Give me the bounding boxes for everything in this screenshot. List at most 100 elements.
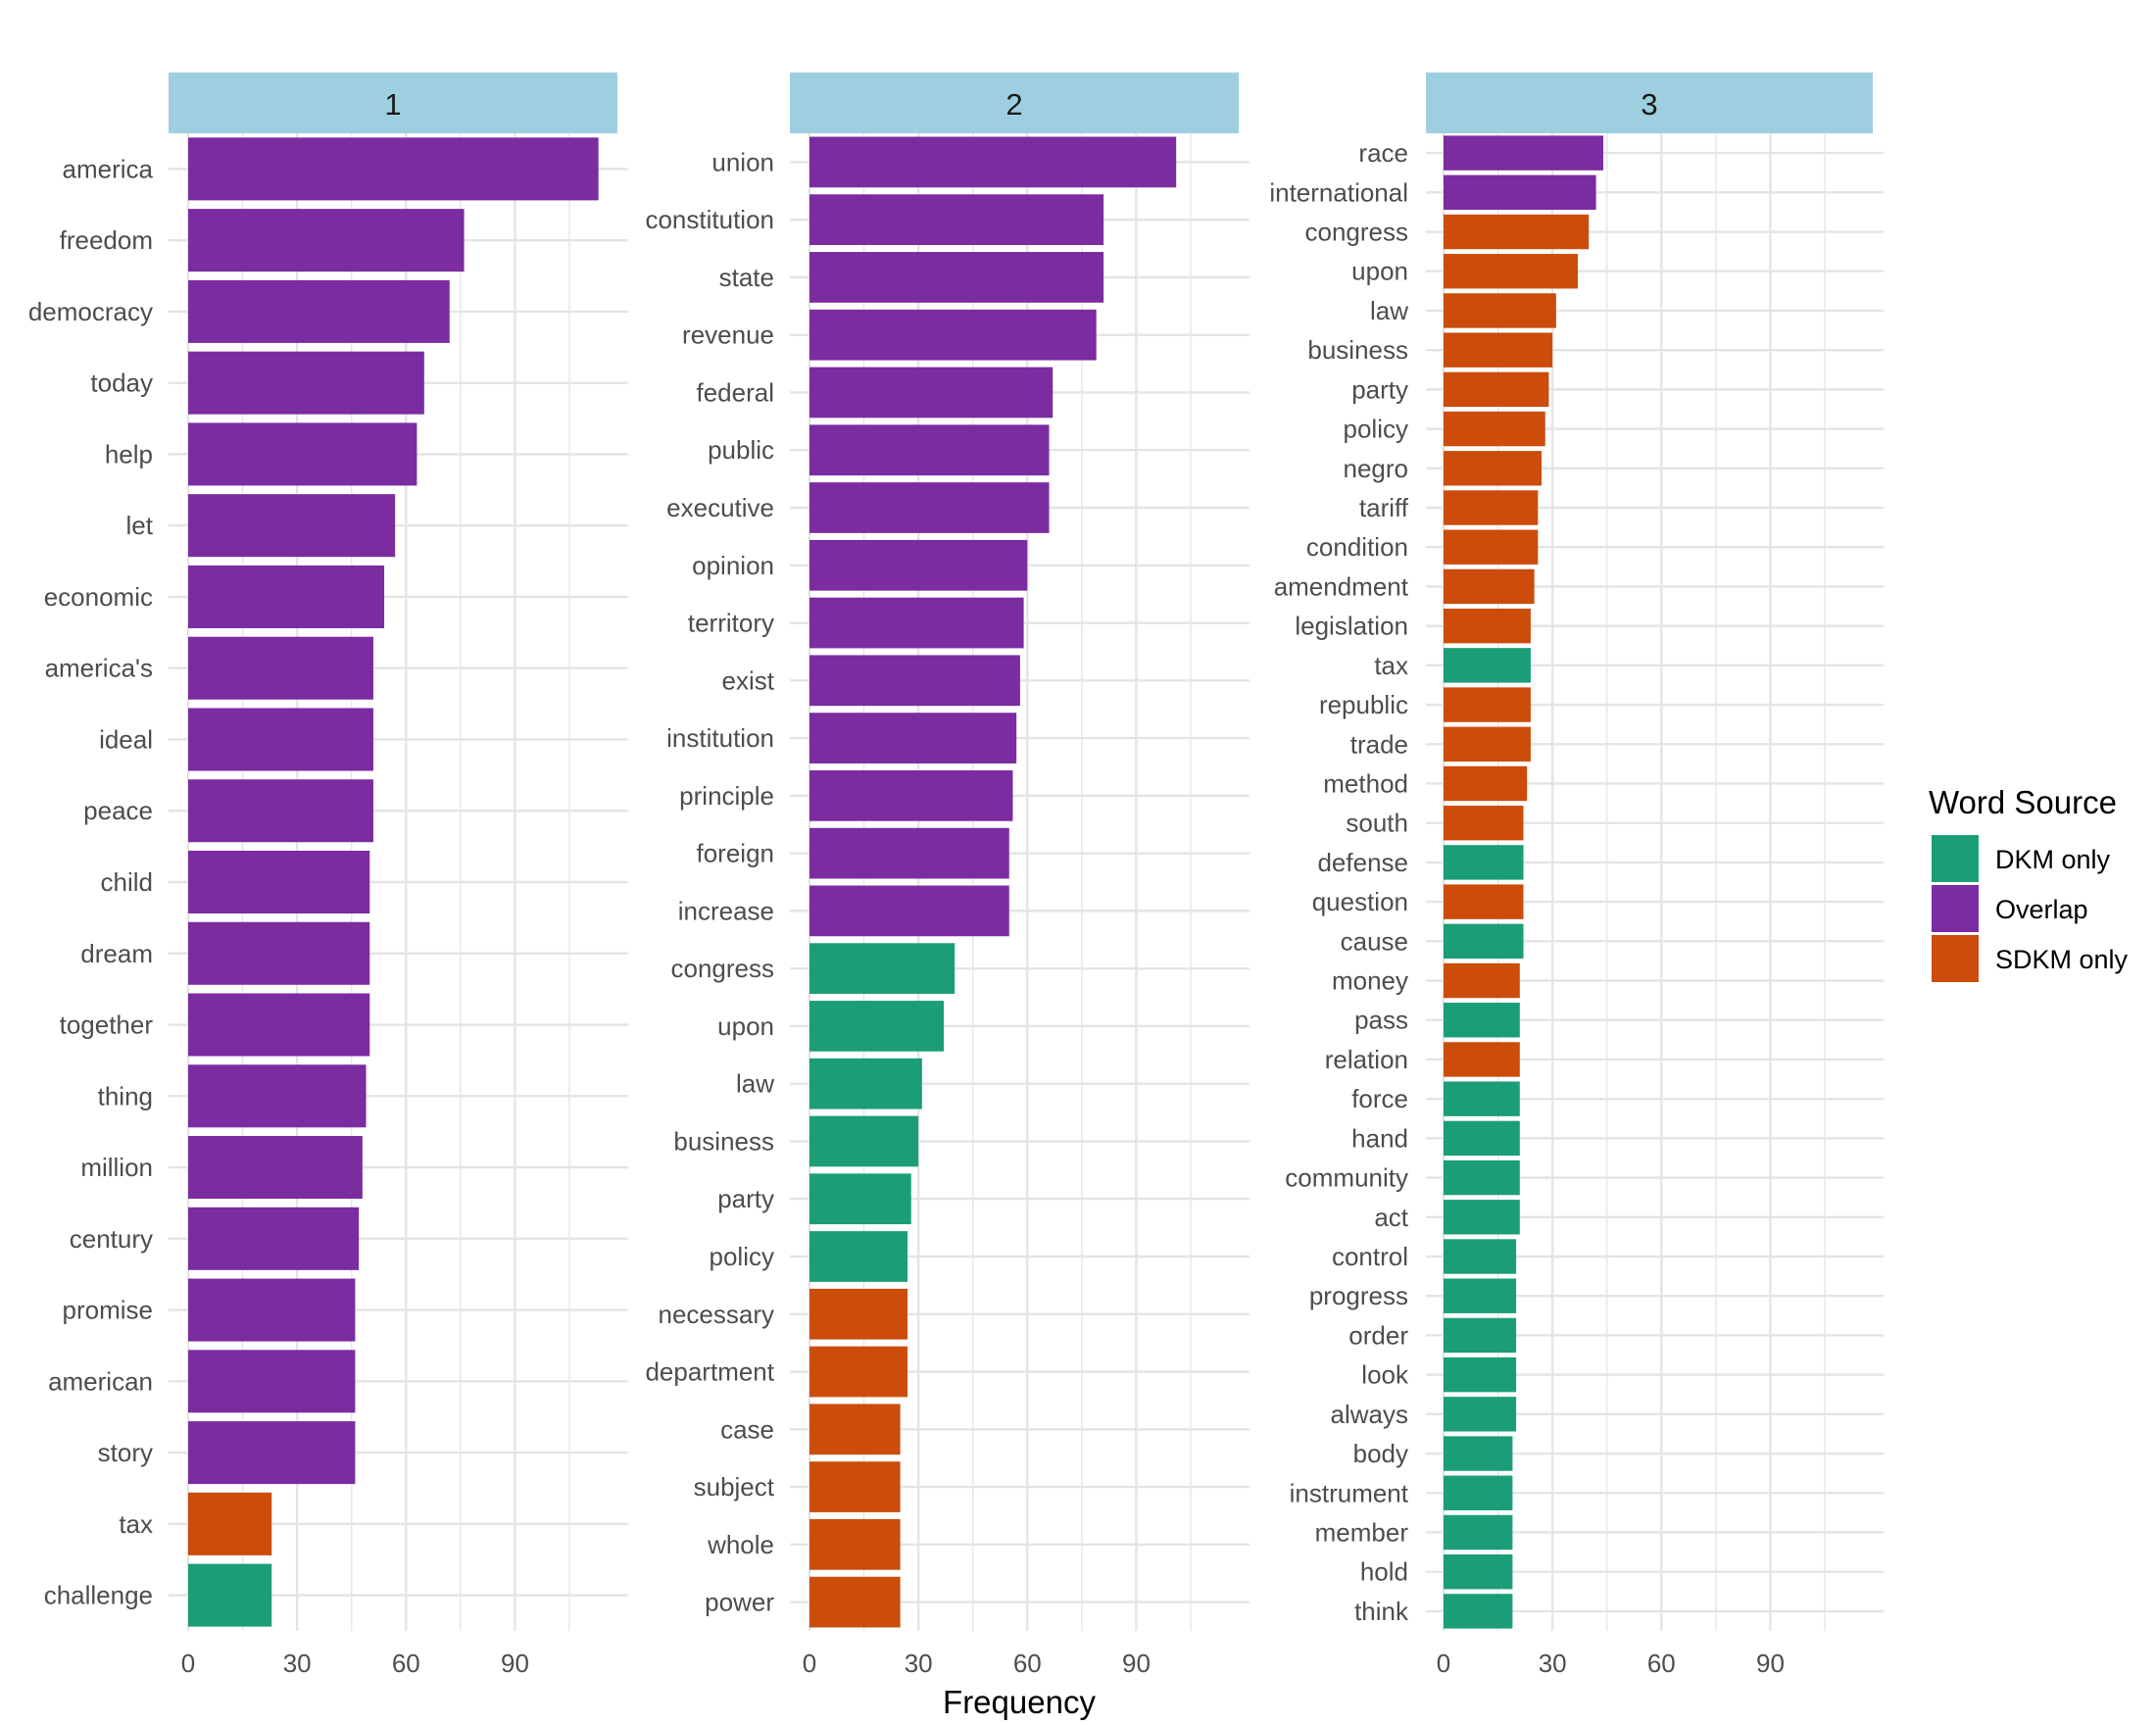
panel-3: 3 race international congress upon law busines…	[1269, 73, 1885, 1678]
bar-power	[809, 1576, 901, 1628]
bar-million	[188, 1136, 363, 1200]
y-tick-label: party	[717, 1184, 774, 1213]
y-tick-label: legislation	[1295, 612, 1408, 641]
y-tick-label: tariff	[1359, 493, 1409, 522]
y-tick-label: tax	[1374, 651, 1408, 680]
panel-1: 1 america freedom democracy today help let econ…	[28, 73, 629, 1678]
facet-label: 2	[1005, 87, 1022, 122]
bar-always	[1444, 1397, 1517, 1432]
bar-increase	[809, 885, 1009, 937]
bar-subject	[809, 1461, 901, 1512]
legend: Word Source DKM only Overlap SDKM only	[1929, 784, 2129, 982]
y-tick-label: upon	[717, 1011, 774, 1041]
y-tick-label: ideal	[99, 724, 153, 754]
legend-swatch-overlap	[1932, 885, 1979, 932]
x-tick-label: 90	[1122, 1649, 1151, 1678]
y-tick-label: republic	[1319, 690, 1408, 719]
x-tick-label: 60	[1013, 1649, 1042, 1678]
y-tick-label: union	[711, 147, 774, 176]
facet-label: 1	[384, 87, 401, 122]
bar-control	[1444, 1239, 1517, 1274]
y-tick-label: state	[719, 263, 774, 292]
y-tick-label: thing	[98, 1081, 153, 1110]
y-tick-label: principle	[679, 781, 774, 811]
bar-union	[809, 136, 1177, 188]
y-tick-label: control	[1332, 1242, 1408, 1271]
y-tick-label: whole	[707, 1530, 774, 1559]
y-tick-label: upon	[1351, 257, 1408, 286]
y-tick-label: together	[60, 1010, 154, 1040]
y-tick-label: challenge	[44, 1581, 153, 1610]
y-tick-label: progress	[1309, 1281, 1408, 1310]
bar-congress	[1444, 214, 1590, 250]
y-tick-label: foreign	[697, 839, 775, 868]
y-tick-label: exist	[722, 665, 775, 695]
y-tick-label: instrument	[1290, 1478, 1409, 1507]
bar-hold	[1444, 1553, 1513, 1590]
bar-law	[1444, 293, 1556, 328]
y-tick-label: congress	[1305, 218, 1409, 247]
y-tick-label: business	[673, 1126, 774, 1156]
y-tick-label: help	[105, 439, 153, 468]
bar-think	[1444, 1594, 1513, 1629]
y-tick-label: territory	[688, 609, 774, 638]
bar-upon	[1444, 254, 1579, 289]
bar-executive	[809, 482, 1050, 533]
y-tick-label: amendment	[1274, 571, 1409, 601]
y-tick-label: policy	[710, 1242, 774, 1271]
bar-federal	[809, 367, 1054, 419]
bar-thing	[188, 1064, 367, 1128]
y-tick-label: cause	[1341, 926, 1408, 956]
bar-foreign	[809, 827, 1009, 879]
y-tick-label: race	[1358, 138, 1408, 168]
y-tick-label: power	[705, 1588, 774, 1617]
bar-question	[1444, 884, 1524, 919]
y-tick-label: condition	[1306, 532, 1408, 562]
bar-condition	[1444, 529, 1539, 565]
y-tick-label: hand	[1351, 1123, 1408, 1153]
bar-america's	[188, 636, 373, 700]
x-tick-label: 60	[392, 1649, 420, 1678]
bar-money	[1444, 962, 1520, 999]
bar-america	[188, 137, 599, 201]
bar-department	[809, 1346, 908, 1398]
y-tick-label: think	[1354, 1597, 1409, 1626]
bar-necessary	[809, 1288, 908, 1340]
bar-state	[809, 252, 1104, 303]
x-tick-label: 30	[905, 1649, 933, 1678]
bar-principle	[809, 769, 1013, 821]
bar-business	[1444, 332, 1553, 368]
x-tick-label: 60	[1647, 1649, 1676, 1678]
bar-promise	[188, 1278, 356, 1342]
y-tick-label: story	[98, 1438, 153, 1467]
bar-cause	[1444, 923, 1524, 960]
y-tick-label: hold	[1360, 1557, 1408, 1587]
y-tick-label: relation	[1325, 1045, 1408, 1074]
y-tick-label: necessary	[659, 1300, 775, 1329]
bar-democracy	[188, 279, 450, 343]
y-tick-label: let	[126, 511, 154, 540]
x-tick-label: 0	[181, 1649, 195, 1678]
panel-2: 2 union constitution state revenue federal pub…	[645, 73, 1250, 1678]
bar-policy	[809, 1231, 908, 1282]
bar-instrument	[1444, 1475, 1513, 1510]
x-tick-label: 30	[283, 1649, 312, 1678]
bar-force	[1444, 1081, 1520, 1116]
bar-opinion	[809, 539, 1028, 591]
y-tick-label: america's	[45, 654, 153, 683]
bar-dream	[188, 921, 370, 985]
bar-upon	[809, 1001, 945, 1052]
bar-case	[809, 1404, 901, 1455]
bar-peace	[188, 779, 373, 843]
y-tick-label: subject	[694, 1472, 775, 1502]
bar-order	[1444, 1317, 1517, 1354]
bar-pass	[1444, 1003, 1520, 1038]
y-tick-label: act	[1374, 1203, 1408, 1232]
legend-label: SDKM only	[1995, 945, 2129, 974]
y-tick-label: body	[1353, 1439, 1408, 1468]
bar-challenge	[188, 1563, 272, 1627]
y-tick-label: today	[90, 369, 153, 398]
bar-freedom	[188, 209, 465, 272]
bar-community	[1444, 1159, 1520, 1196]
